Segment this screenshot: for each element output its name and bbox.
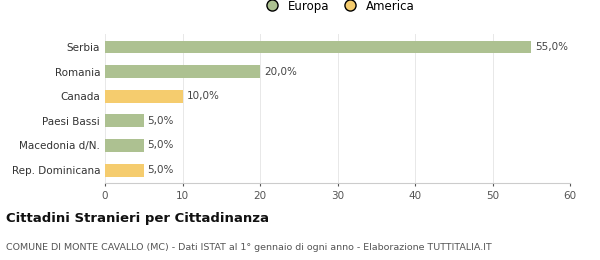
Text: Cittadini Stranieri per Cittadinanza: Cittadini Stranieri per Cittadinanza xyxy=(6,212,269,225)
Bar xyxy=(105,164,144,177)
Bar xyxy=(105,139,144,152)
Bar xyxy=(105,90,182,103)
Text: 5,0%: 5,0% xyxy=(148,116,174,126)
Bar xyxy=(105,41,531,53)
Text: 10,0%: 10,0% xyxy=(187,91,219,101)
Text: 55,0%: 55,0% xyxy=(535,42,568,52)
Text: COMUNE DI MONTE CAVALLO (MC) - Dati ISTAT al 1° gennaio di ogni anno - Elaborazi: COMUNE DI MONTE CAVALLO (MC) - Dati ISTA… xyxy=(6,243,492,252)
Bar xyxy=(105,114,144,127)
Text: 20,0%: 20,0% xyxy=(264,67,297,77)
Bar xyxy=(105,65,260,78)
Text: 5,0%: 5,0% xyxy=(148,140,174,151)
Legend: Europa, America: Europa, America xyxy=(256,0,419,17)
Text: 5,0%: 5,0% xyxy=(148,165,174,175)
